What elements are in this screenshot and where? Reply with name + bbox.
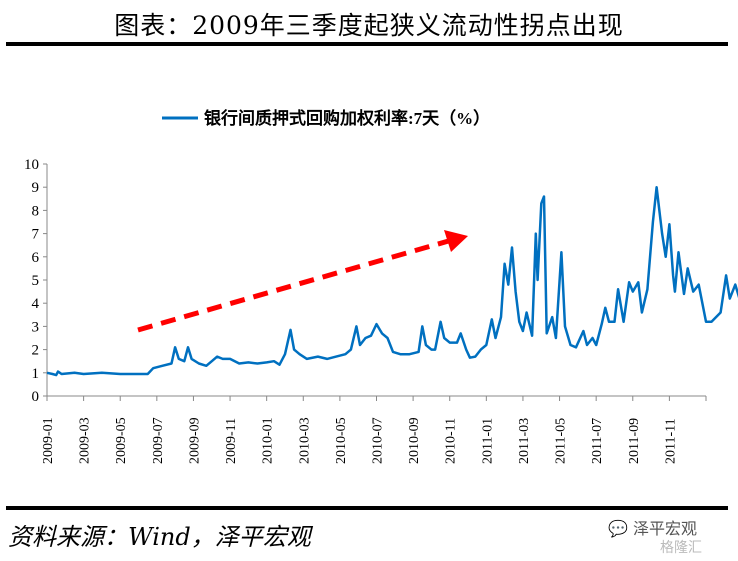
title-rule xyxy=(6,42,728,46)
x-tick-label: 2009-11 xyxy=(224,418,239,464)
y-tick-label: 3 xyxy=(32,319,40,335)
x-tick-label: 2011-09 xyxy=(627,418,642,464)
y-tick-label: 0 xyxy=(32,389,40,405)
x-tick-label: 2009-09 xyxy=(187,417,202,464)
footer-rule xyxy=(6,506,728,510)
x-tick-label: 2009-05 xyxy=(114,417,129,464)
y-tick-label: 7 xyxy=(32,227,40,243)
y-tick-label: 4 xyxy=(32,296,40,312)
x-tick-label: 2010-11 xyxy=(444,418,459,464)
x-tick-label: 2010-03 xyxy=(297,417,312,464)
x-tick-label: 2011-11 xyxy=(663,418,678,464)
page-title: 图表：2009年三季度起狭义流动性拐点出现 xyxy=(114,11,624,40)
watermark-text: 泽平宏观 xyxy=(633,519,698,538)
watermark-2: 格隆汇 xyxy=(660,540,702,556)
y-tick-label: 1 xyxy=(32,366,40,382)
x-tick-label: 2010-07 xyxy=(371,417,386,464)
y-tick-label: 9 xyxy=(32,180,40,196)
x-tick-label: 2010-09 xyxy=(407,417,422,464)
y-tick-label: 5 xyxy=(32,273,40,289)
trend-arrow-head xyxy=(444,230,468,252)
y-tick-label: 6 xyxy=(32,250,40,266)
y-axis: 0 1 2 3 4 5 6 7 8 9 10 xyxy=(24,157,48,405)
x-tick-label: 2009-01 xyxy=(41,417,56,464)
series-line xyxy=(46,185,738,377)
y-tick-label: 8 xyxy=(32,203,40,219)
x-tick-label: 2011-03 xyxy=(517,418,532,464)
x-tick-label: 2010-05 xyxy=(334,417,349,464)
x-tick-label: 2009-03 xyxy=(78,417,93,464)
x-tick-label: 2011-05 xyxy=(554,418,569,464)
watermark: 💬 泽平宏观 xyxy=(608,515,697,539)
y-tick-label: 10 xyxy=(24,157,39,173)
trend-arrow xyxy=(137,237,453,333)
x-tick-label: 2010-01 xyxy=(261,417,276,464)
y-tick-label: 2 xyxy=(32,343,40,359)
source-note: 资料来源：Wind，泽平宏观 xyxy=(8,523,311,551)
x-tick-label: 2009-07 xyxy=(151,417,166,464)
x-axis: 2009-01 2009-03 2009-05 2009-07 2009-09 2009-… xyxy=(41,395,707,464)
x-tick-label: 2011-07 xyxy=(590,418,605,464)
x-tick-label: 2011-01 xyxy=(480,418,495,464)
wechat-icon: 💬 xyxy=(608,519,628,538)
legend-label: 银行间质押式回购加权利率:7天（%） xyxy=(204,108,490,128)
